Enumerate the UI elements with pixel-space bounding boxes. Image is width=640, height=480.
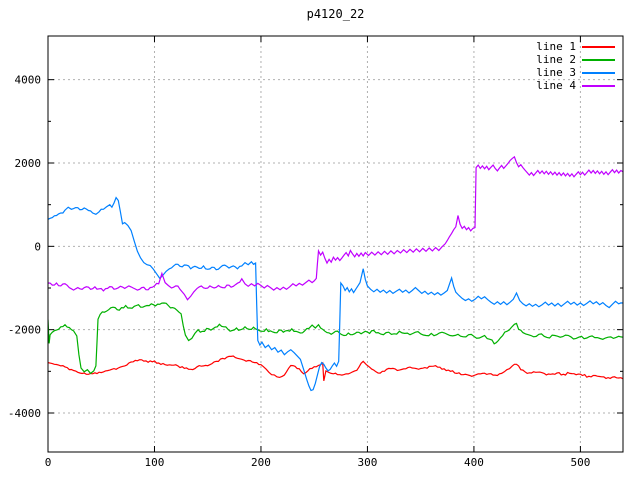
series-4-line bbox=[48, 155, 623, 301]
x-tick-label: 0 bbox=[45, 456, 52, 469]
legend-label: line 2 bbox=[536, 53, 576, 66]
y-tick-label: -2000 bbox=[8, 324, 41, 337]
x-tick-label: 300 bbox=[358, 456, 378, 469]
y-tick-label: 0 bbox=[34, 240, 41, 253]
legend-line-sample bbox=[582, 58, 615, 61]
x-tick-label: 400 bbox=[464, 456, 484, 469]
series-1-line bbox=[48, 355, 623, 382]
legend-line-sample bbox=[582, 71, 615, 74]
series-3-line bbox=[48, 196, 623, 392]
plot-border bbox=[47, 35, 624, 453]
legend-line-sample bbox=[582, 84, 615, 87]
legend-item: line 2 bbox=[536, 53, 615, 66]
y-tick-label: 4000 bbox=[15, 74, 42, 87]
legend-label: line 1 bbox=[536, 40, 576, 53]
legend: line 1 line 2 line 3 line 4 bbox=[536, 40, 615, 92]
y-tick-label: -4000 bbox=[8, 407, 41, 420]
legend-item: line 3 bbox=[536, 66, 615, 79]
legend-label: line 3 bbox=[536, 66, 576, 79]
x-tick-label: 100 bbox=[145, 456, 165, 469]
legend-line-sample bbox=[582, 45, 615, 48]
chart-title: p4120_22 bbox=[306, 7, 365, 21]
series-2-line bbox=[48, 302, 623, 375]
legend-item: line 4 bbox=[536, 79, 615, 92]
y-tick-label: 2000 bbox=[15, 157, 42, 170]
x-tick-label: 200 bbox=[251, 456, 271, 469]
x-tick-label: 500 bbox=[570, 456, 590, 469]
legend-label: line 4 bbox=[536, 79, 576, 92]
legend-item: line 1 bbox=[536, 40, 615, 53]
